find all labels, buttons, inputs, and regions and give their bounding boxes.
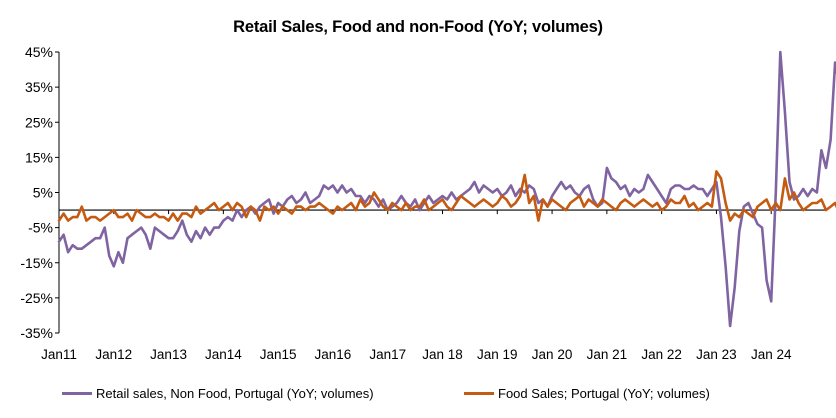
x-tick-label: Jan11 <box>41 347 77 362</box>
legend-swatch-food <box>464 392 494 395</box>
x-tick-label: Jan14 <box>205 347 242 362</box>
legend-swatch-non-food <box>62 392 92 395</box>
x-tick-label: Jan12 <box>95 347 132 362</box>
legend: Retail sales, Non Food, Portugal (YoY; v… <box>0 386 836 410</box>
x-tick-labels: Jan11 Jan12 Jan13 Jan14 Jan15 Jan16 Jan17 Jan 1… <box>41 347 792 362</box>
series-line-food <box>57 170 836 222</box>
x-tick-label: Jan 20 <box>532 347 573 362</box>
x-tick-label: Jan 24 <box>751 347 792 362</box>
x-tick-label: Jan 23 <box>696 347 737 362</box>
y-tick-label: 45% <box>25 44 53 60</box>
y-tick-label: -15% <box>20 255 53 271</box>
x-tick-label: Jan 22 <box>641 347 682 362</box>
legend-item-non-food: Retail sales, Non Food, Portugal (YoY; v… <box>62 386 374 401</box>
y-tick-label: 25% <box>25 114 53 130</box>
legend-label-non-food: Retail sales, Non Food, Portugal (YoY; v… <box>96 386 374 401</box>
chart-title: Retail Sales, Food and non-Food (YoY; vo… <box>233 18 603 36</box>
y-tick-label: 15% <box>25 149 53 165</box>
y-tick-label: -35% <box>20 325 53 341</box>
series-line-non-food <box>57 50 836 328</box>
y-tick-label: 35% <box>25 79 53 95</box>
y-tick-label: -5% <box>28 220 53 236</box>
y-tick-label: 5% <box>33 185 53 201</box>
line-chart: 45% 35% 25% 15% 5% -5% -15% -25% -35% Jan11 Jan12… <box>20 44 836 362</box>
x-tick-label: Jan13 <box>150 347 187 362</box>
x-tick-label: Jan16 <box>315 347 352 362</box>
x-tick-label: Jan 19 <box>477 347 518 362</box>
series-lines <box>57 50 836 328</box>
x-tick-label: Jan 18 <box>422 347 463 362</box>
y-tick-labels: 45% 35% 25% 15% 5% -5% -15% -25% -35% <box>20 44 53 341</box>
legend-label-food: Food Sales; Portugal (YoY; volumes) <box>498 386 710 401</box>
x-tick-label: Jan17 <box>369 347 406 362</box>
y-tick-label: -25% <box>20 290 53 306</box>
x-tick-label: Jan 21 <box>587 347 628 362</box>
legend-item-food: Food Sales; Portugal (YoY; volumes) <box>464 386 710 401</box>
x-tick-label: Jan15 <box>260 347 297 362</box>
